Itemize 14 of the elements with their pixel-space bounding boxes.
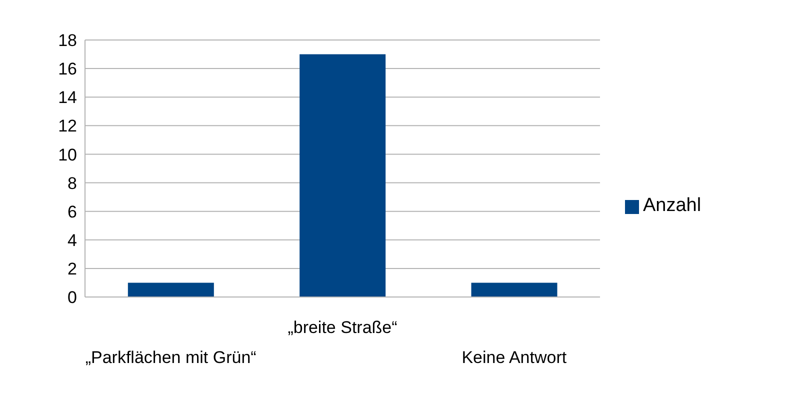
y-tick-label: 16 (58, 60, 77, 79)
y-tick-label: 6 (68, 202, 77, 222)
x-tick-label: „breite Straße“ (288, 318, 398, 337)
y-tick-label: 10 (58, 145, 77, 164)
y-tick-label: 0 (68, 288, 77, 308)
x-tick-label: Keine Antwort (462, 348, 567, 367)
y-tick-label: 12 (58, 116, 77, 136)
y-tick-label: 14 (58, 88, 77, 108)
y-tick-label: 2 (68, 259, 77, 278)
y-tick-label: 8 (68, 174, 77, 193)
y-tick-label: 4 (68, 230, 77, 250)
legend-label: Anzahl (643, 194, 702, 216)
y-tick-label: 18 (58, 31, 77, 50)
x-tick-label: „Parkflächen mit Grün“ (85, 348, 257, 367)
